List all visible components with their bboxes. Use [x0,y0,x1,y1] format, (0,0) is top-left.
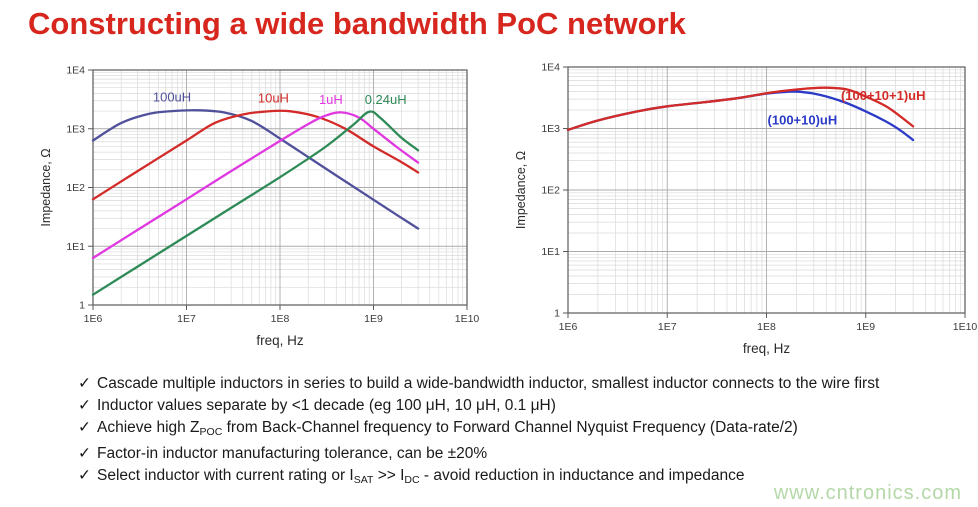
impedance-chart-individual-inductors: 1E6 1E7 1E8 1E9 1E10 1 1E1 1E2 1E3 1E4 freq, Hz Imp… [39,65,479,349]
x-tick-label: 1E8 [271,313,290,325]
y-axis-label: Impedance, Ω [514,151,528,229]
tick-marks [563,66,966,318]
x-tick-label: 1E7 [177,313,196,325]
check-icon: ✓ [78,419,91,436]
tick-labels: 1E6 1E7 1E8 1E9 1E10 1 1E1 1E2 1E3 1E4 [66,65,479,326]
note-subscript: SAT [353,474,374,486]
series-1uH [91,111,420,260]
check-icon: ✓ [78,397,91,414]
curve-label-1uH: 1uH [319,92,343,107]
x-tick-label: 1E6 [559,321,578,333]
curve-label-(100+10)uH: (100+10)uH [768,112,838,127]
y-tick-label: 1E4 [541,62,560,74]
y-tick-label: 1 [554,308,560,320]
y-tick-label: 1E1 [66,241,85,253]
note-item: ✓ Select inductor with current rating or … [78,465,970,491]
note-item: ✓ Inductor values separate by <1 decade (… [78,395,970,417]
curve-label-(100+10+1)uH: (100+10+1)uH [841,88,926,103]
series-100uH [91,109,420,230]
note-subscript: DC [404,474,420,486]
y-tick-label: 1E3 [66,123,85,135]
x-tick-label: 1E10 [455,313,480,325]
note-text: Factor-in inductor manufacturing toleran… [97,445,488,462]
note-item: ✓ Factor-in inductor manufacturing tolera… [78,443,970,465]
note-text: Select inductor with current rating or I [97,467,354,484]
x-axis-label: freq, Hz [256,333,304,348]
note-text: Cascade multiple inductors in series to … [97,375,880,392]
note-text: Inductor values separate by <1 decade (e… [97,397,556,414]
curve-label-10uH: 10uH [258,90,289,105]
note-item: ✓ Cascade multiple inductors in series to… [78,373,970,395]
note-text: - avoid reduction in inductance and impe… [419,467,745,484]
tick-labels: 1E6 1E7 1E8 1E9 1E10 1 1E1 1E2 1E3 1E4 [541,62,977,334]
curve-label-100uH: 100uH [153,90,191,105]
major-gridlines [93,70,467,305]
y-axis-label: Impedance, Ω [39,148,53,226]
slide-title: Constructing a wide bandwidth PoC networ… [28,6,686,41]
impedance-chart-cascaded-network: 1E6 1E7 1E8 1E9 1E10 1 1E1 1E2 1E3 1E4 freq, Hz Imp… [514,62,977,357]
y-tick-label: 1E3 [541,123,560,135]
y-tick-label: 1 [79,300,85,312]
note-item: ✓ Achieve high ZPOC from Back-Channel fre… [78,417,970,443]
series-10uH [91,109,420,201]
check-icon: ✓ [78,467,91,484]
notes-list: ✓ Cascade multiple inductors in series to… [78,373,970,491]
note-text: >> I [373,467,405,484]
y-tick-label: 1E2 [541,185,560,197]
tick-marks [88,69,468,310]
x-tick-label: 1E7 [658,321,677,333]
x-tick-label: 1E6 [84,313,103,325]
series-(100+10+1)uH [566,86,915,132]
check-icon: ✓ [78,375,91,392]
x-tick-label: 1E8 [757,321,776,333]
x-tick-label: 1E9 [364,313,383,325]
note-text: Achieve high Z [97,419,200,436]
note-text: from Back-Channel frequency to Forward C… [222,419,798,436]
x-axis-label: freq, Hz [743,341,791,356]
watermark: www.cntronics.com [773,482,962,504]
curve-label-0.24uH: 0.24uH [365,92,407,107]
y-tick-label: 1E1 [541,246,560,258]
y-tick-label: 1E2 [66,182,85,194]
x-tick-label: 1E9 [856,321,875,333]
y-tick-label: 1E4 [66,65,85,77]
check-icon: ✓ [78,445,91,462]
x-tick-label: 1E10 [953,321,978,333]
series-0.24uH [91,110,420,296]
note-subscript: POC [199,426,223,438]
